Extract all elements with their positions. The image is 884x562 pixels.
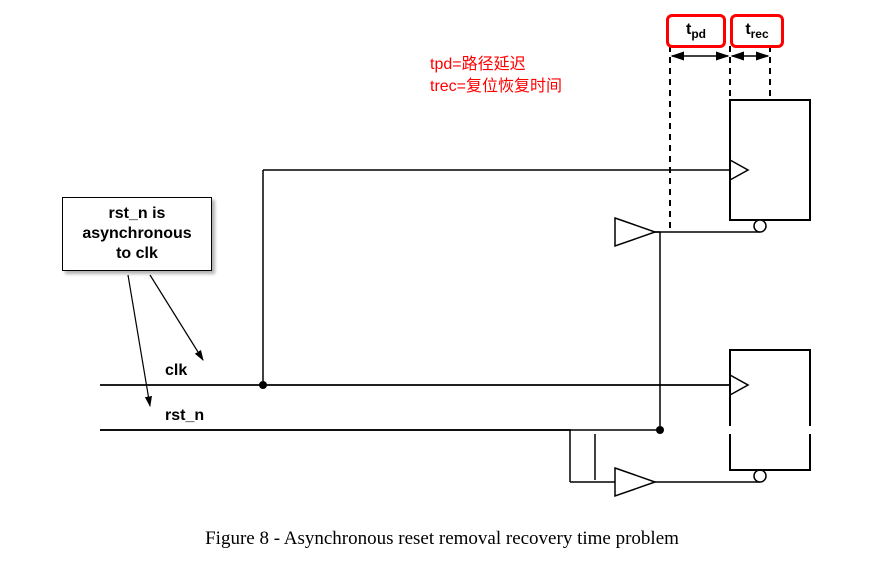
clk-label: clk: [165, 362, 187, 380]
def-tpd: tpd=路径延迟: [430, 50, 526, 74]
trec-box: trec: [730, 14, 784, 48]
annotation-box: rst_n is asynchronous to clk: [62, 197, 212, 271]
flop-top-rst-bubble: [754, 220, 766, 232]
trec-main: t: [745, 21, 750, 38]
buffer-top: [615, 218, 655, 246]
flop-top: [730, 100, 810, 220]
def-trec: trec=复位恢复时间: [430, 72, 562, 96]
flop-bot-rst-bubble: [754, 470, 766, 482]
rstn-label: rst_n: [165, 407, 204, 425]
tpd-sub: pd: [691, 27, 706, 41]
box-arrow-clk: [150, 275, 203, 360]
annotation-line3: to clk: [116, 245, 158, 262]
trec-sub: rec: [751, 27, 769, 41]
tpd-main: t: [686, 21, 691, 38]
buffer-bottom: [615, 468, 655, 496]
annotation-line2: asynchronous: [82, 225, 191, 242]
box-arrow-rst: [128, 275, 150, 406]
annotation-line1: rst_n is: [109, 205, 166, 222]
tpd-box: tpd: [666, 14, 726, 48]
figure-caption: Figure 8 - Asynchronous reset removal re…: [0, 528, 884, 550]
diagram-canvas: { "layout": { "width": 884, "height": 56…: [0, 0, 884, 562]
